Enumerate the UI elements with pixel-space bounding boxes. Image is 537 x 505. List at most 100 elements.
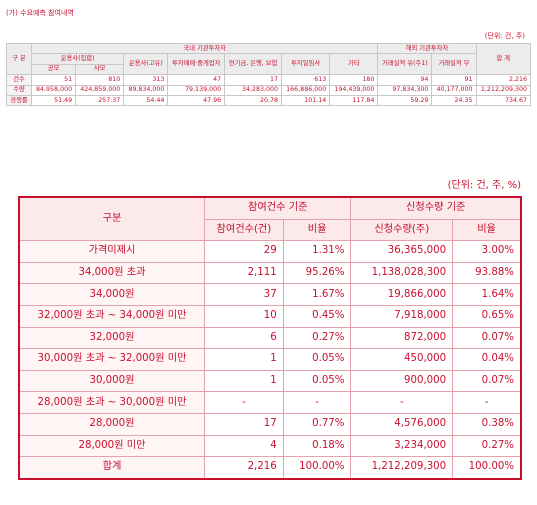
t2-cell: - (282, 391, 352, 414)
participation-by-price-table: 구분 참여건수 기준 신청수량 기준 참여건수(건) 비율 신청수량(주) 비율… (18, 196, 522, 480)
t2-cell: 10 (204, 304, 284, 328)
t2-cell: 0.04% (452, 348, 522, 371)
t2-row-label: 28,000원 초과 ~ 30,000원 미만 (18, 391, 205, 414)
t2-total-row: 합계 2,216 100.00% 1,212,209,300 100.00% (18, 456, 522, 480)
t2-cell: 0.27% (282, 326, 352, 350)
t2-row: 34,000원 초과 2,111 95.26% 1,138,028,300 93.88% (18, 261, 522, 285)
t1-cell: 89,834,000 (123, 84, 169, 96)
t1-cell: 166,886,000 (281, 84, 331, 96)
t2-cell: 1.67% (282, 283, 352, 306)
t2-cell: 0.07% (452, 369, 522, 393)
t1-header-gubun: 구 분 (6, 42, 32, 76)
t2-cell: 6 (204, 326, 284, 350)
t1-cell: 54.44 (123, 94, 169, 107)
t1-cell: 734.67 (475, 94, 532, 107)
t2-cell: 4 (204, 434, 284, 458)
t2-cell: 0.45% (282, 304, 352, 328)
t1-cell: 24.35 (431, 94, 477, 107)
t1-cell: 117.84 (329, 94, 379, 107)
t2-cell: - (350, 391, 454, 414)
t2-cell: 3,234,000 (350, 434, 454, 458)
t2-row-label: 30,000원 초과 ~ 32,000원 미만 (18, 348, 205, 371)
t2-cell: 0.65% (452, 304, 522, 328)
t1-row: 건수 51 810 313 47 17 613 180 94 91 2,216 (6, 74, 532, 86)
t1-header-domestic: 국내 기관투자자 (30, 42, 379, 55)
t2-row: 30,000원 1 0.05% 900,000 0.07% (18, 369, 522, 393)
t2-row-label: 34,000원 (18, 283, 205, 306)
t2-cell: 1,138,028,300 (350, 261, 454, 285)
t2-header-sub: 참여건수(건) (204, 218, 284, 242)
t2-row-label: 30,000원 (18, 369, 205, 393)
t1-cell: 79,139,000 (167, 84, 226, 96)
t2-cell: 0.05% (282, 369, 352, 393)
t2-cell: 37 (204, 283, 284, 306)
t2-cell: 7,918,000 (350, 304, 454, 328)
t2-header-sub: 신청수량(주) (350, 218, 454, 242)
t2-cell: 450,000 (350, 348, 454, 371)
t2-cell: 0.18% (282, 434, 352, 458)
t2-cell: 1 (204, 348, 284, 371)
t1-cell: 59.29 (377, 94, 433, 107)
t1-row-label: 경쟁률 (6, 94, 32, 107)
t1-cell: 47 (167, 74, 226, 86)
t2-cell: 1 (204, 369, 284, 393)
t2-row: 28,000원 17 0.77% 4,576,000 0.38% (18, 412, 522, 436)
t2-header-count-basis: 참여건수 기준 (203, 196, 352, 220)
t2-row-label: 28,000원 미만 (18, 434, 205, 458)
t2-cell: 0.05% (282, 348, 352, 371)
t2-cell: 0.27% (452, 434, 522, 458)
t2-cell: 1.64% (452, 283, 522, 306)
t2-row: 28,000원 미만 4 0.18% 3,234,000 0.27% (18, 434, 522, 458)
t1-cell: 613 (281, 74, 331, 86)
t2-cell: 872,000 (350, 326, 454, 350)
section-title: (가) 수요예측 참여내역 (6, 9, 74, 17)
t1-cell: 17 (224, 74, 283, 86)
t2-row: 가격미제시 29 1.31% 36,365,000 3.00% (18, 240, 522, 263)
t2-cell: 29 (204, 240, 284, 263)
t1-cell: 40,177,000 (431, 84, 477, 96)
t1-header-col: 운용사(고유) (123, 53, 169, 76)
t2-row-label: 가격미제시 (18, 240, 205, 263)
t2-row: 28,000원 초과 ~ 30,000원 미만 - - - - (18, 391, 522, 414)
t1-row-label: 수량 (6, 84, 32, 96)
t1-cell: 97,834,300 (377, 84, 433, 96)
t1-row: 경쟁률 51.49 257.37 54.44 47.96 20.78 101.14 117.8… (6, 94, 532, 107)
participation-by-investor-table: 구 분 국내 기관투자자 해외 기관투자자 합 계 운용사(집합) 운용사(고유… (6, 42, 532, 107)
t2-cell: 2,111 (204, 261, 284, 285)
t1-cell: 810 (75, 74, 125, 86)
t2-cell: 3.00% (452, 240, 522, 263)
t2-cell: 100.00% (282, 456, 352, 480)
t1-cell: 194,439,000 (329, 84, 379, 96)
t1-header-foreign: 해외 기관투자자 (377, 42, 477, 55)
t1-header-collective: 운용사(집합) (30, 53, 125, 65)
t1-header-col: 거래실적 무 (431, 53, 477, 76)
t2-cell: 36,365,000 (350, 240, 454, 263)
t1-header-total: 합 계 (475, 42, 532, 76)
t2-cell: 19,866,000 (350, 283, 454, 306)
t2-cell: 2,216 (204, 456, 284, 480)
t1-cell: 313 (123, 74, 169, 86)
t2-row: 34,000원 37 1.67% 19,866,000 1.64% (18, 283, 522, 306)
t2-row-label: 34,000원 초과 (18, 261, 205, 285)
t1-cell: 1,212,209,300 (475, 84, 532, 96)
t1-cell: 424,859,000 (75, 84, 125, 96)
t1-cell: 47.96 (167, 94, 226, 107)
t2-cell: - (204, 391, 284, 414)
t2-row-label: 32,000원 초과 ~ 34,000원 미만 (18, 304, 205, 328)
t1-cell: 2,216 (475, 74, 532, 86)
t2-cell: 0.38% (452, 412, 522, 436)
t1-cell: 257.37 (75, 94, 125, 107)
t1-header-col: 투자일임사 (281, 53, 331, 76)
t1-cell: 34,283,000 (224, 84, 283, 96)
t2-cell: 93.88% (452, 261, 522, 285)
t2-header-quantity-basis: 신청수량 기준 (350, 196, 522, 220)
table2-unit: (단위: 건, 주, %) (447, 180, 521, 191)
t1-header-sub: 사모 (75, 63, 125, 76)
t2-cell: 95.26% (282, 261, 352, 285)
t2-cell: 1.31% (282, 240, 352, 263)
t2-row: 30,000원 초과 ~ 32,000원 미만 1 0.05% 450,000 0.04… (18, 348, 522, 371)
t2-row-label: 32,000원 (18, 326, 205, 350)
t1-header-col: 기타 (329, 53, 379, 76)
t2-cell: 17 (204, 412, 284, 436)
t1-row: 수량 84,958,000 424,859,000 89,834,000 79,139,… (6, 84, 532, 96)
